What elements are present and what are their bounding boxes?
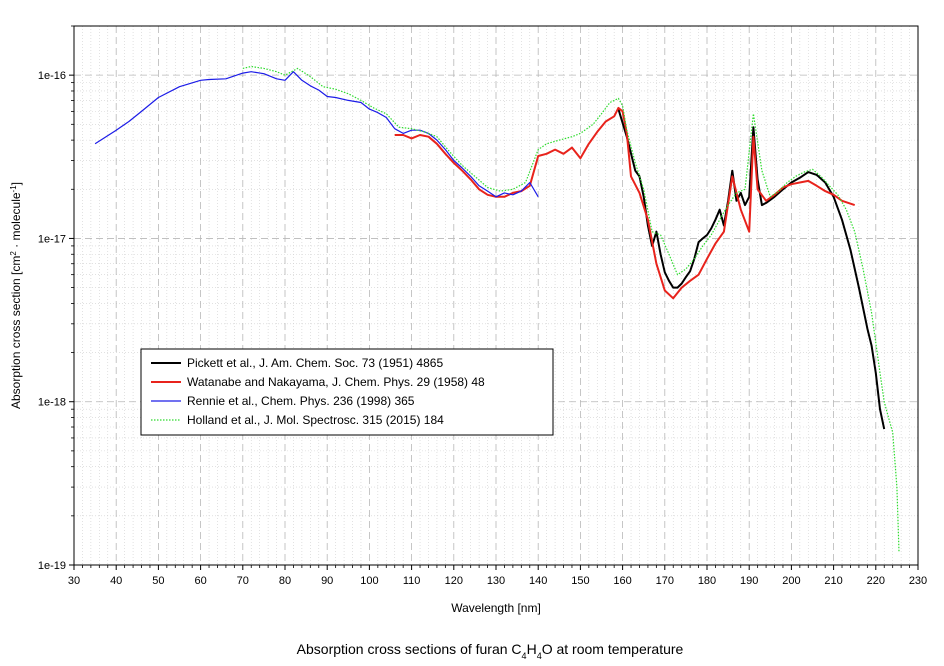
series-layer <box>94 65 900 553</box>
x-tick-label: 90 <box>321 575 333 587</box>
caption-part: Absorption cross sections of furan C <box>297 641 522 657</box>
x-tick-label: 180 <box>698 575 716 587</box>
legend-entry: Pickett et al., J. Am. Chem. Soc. 73 (19… <box>187 356 443 370</box>
x-tick-label: 200 <box>782 575 800 587</box>
x-tick-label: 170 <box>656 575 674 587</box>
y-tick-label: 1e-17 <box>38 233 66 245</box>
y-axis: 1e-19 1e-18 1e-17 1e-16 <box>38 25 74 572</box>
x-tick-label: 60 <box>194 575 206 587</box>
legend-entry: Watanabe and Nakayama, J. Chem. Phys. 29… <box>187 375 485 389</box>
series-line-3 <box>94 71 539 198</box>
y-tick-label: 1e-19 <box>38 560 66 572</box>
y-axis-label-part: 2 <box>9 251 18 256</box>
x-axis-label: Wavelength [nm] <box>451 601 541 615</box>
caption-part: O at room temperature <box>542 641 684 657</box>
x-tick-label: 150 <box>571 575 589 587</box>
legend-entry: Rennie et al., Chem. Phys. 236 (1998) 36… <box>187 394 415 408</box>
x-tick-label: 210 <box>824 575 842 587</box>
caption-part: 4 <box>522 651 527 661</box>
x-tick-label: 50 <box>152 575 164 587</box>
caption-part: H <box>527 641 537 657</box>
y-axis-label-part: Absorption cross section [cm <box>9 256 23 409</box>
series-line-2 <box>394 106 856 300</box>
x-tick-label: 40 <box>110 575 122 587</box>
x-tick-label: 80 <box>279 575 291 587</box>
x-tick-label: 120 <box>445 575 463 587</box>
x-tick-label: 30 <box>68 575 80 587</box>
y-tick-label: 1e-18 <box>38 397 66 409</box>
x-tick-label: 110 <box>403 575 421 587</box>
x-tick-label: 130 <box>487 575 505 587</box>
y-tick-label: 1e-16 <box>38 70 66 82</box>
y-axis-label-part: · molecule <box>9 192 23 251</box>
y-axis-label-part: -1 <box>9 185 18 193</box>
series-line-4 <box>242 65 900 553</box>
y-axis-label-part: ] <box>9 182 23 185</box>
legend-box <box>140 348 554 436</box>
caption-part: 4 <box>537 651 542 661</box>
legend: Pickett et al., J. Am. Chem. Soc. 73 (19… <box>140 348 554 436</box>
legend-entry: Holland et al., J. Mol. Spectrosc. 315 (… <box>187 413 444 427</box>
x-tick-label: 100 <box>360 575 378 587</box>
y-axis-label: Absorption cross section [cm2 · molecule… <box>9 182 24 409</box>
x-tick-label: 140 <box>529 575 547 587</box>
x-tick-label: 160 <box>613 575 631 587</box>
x-tick-label: 230 <box>909 575 927 587</box>
x-tick-label: 190 <box>740 575 758 587</box>
chart-caption: Absorption cross sections of furan C4H4O… <box>297 641 684 661</box>
x-axis: 30 40 50 60 70 80 90 100 110 120 130 140 150 160 170 18… <box>68 565 927 587</box>
x-tick-label: 70 <box>237 575 249 587</box>
x-tick-label: 220 <box>867 575 885 587</box>
